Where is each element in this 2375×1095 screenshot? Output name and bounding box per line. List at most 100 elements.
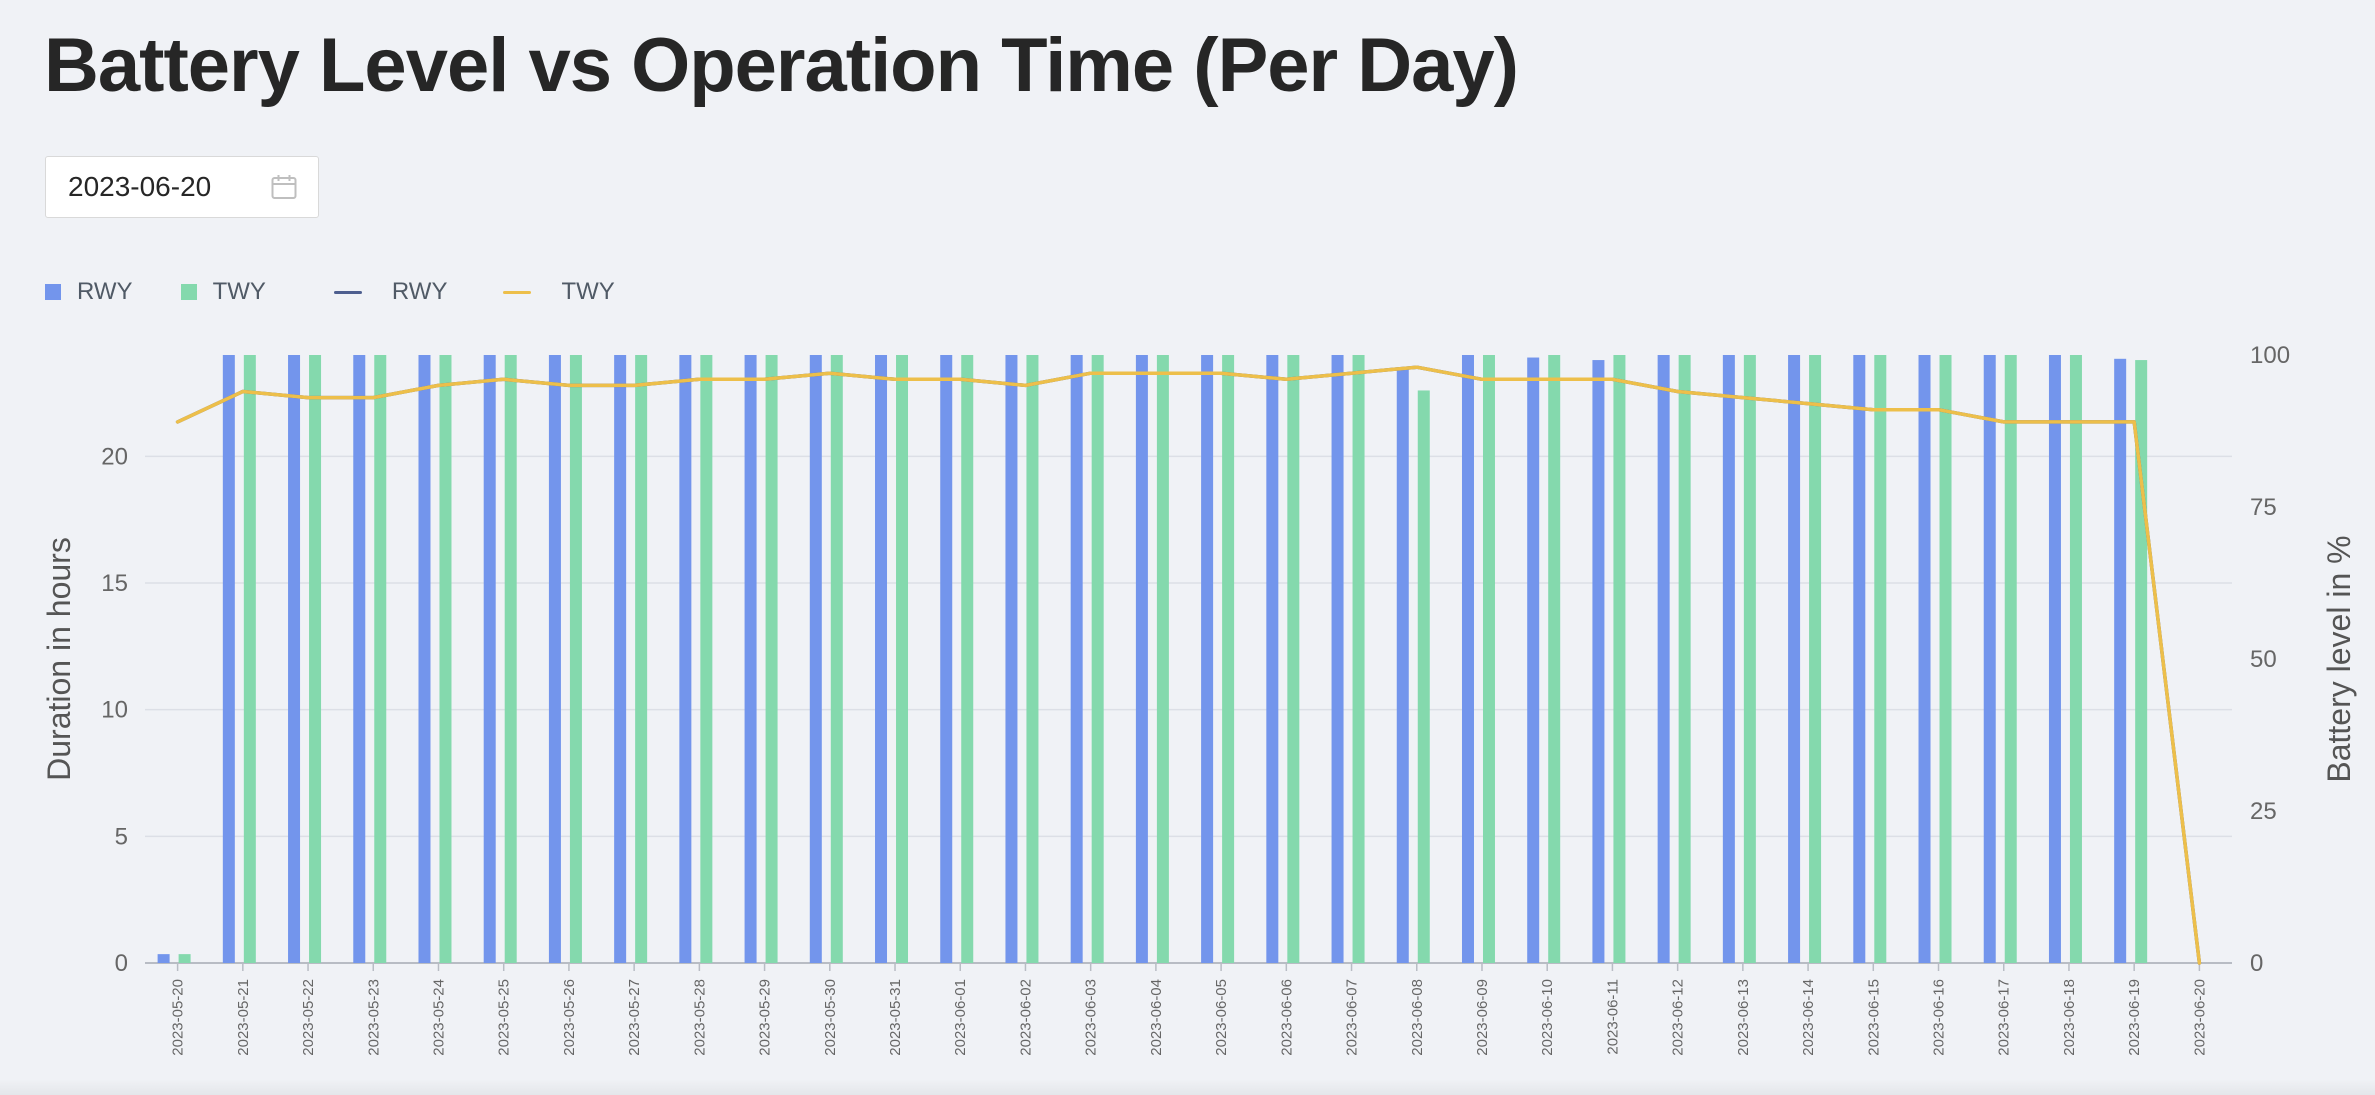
- bar-rwy: [1657, 355, 1670, 963]
- bar-twy: [2004, 355, 2017, 963]
- bar-twy: [243, 355, 256, 963]
- x-tick-label: 2023-05-25: [496, 979, 513, 1056]
- y-tick-label: 10: [101, 697, 128, 724]
- bar-twy: [1287, 355, 1300, 963]
- x-tick-label: 2023-06-05: [1213, 979, 1230, 1056]
- x-tick-label: 2023-06-18: [2061, 979, 2078, 1056]
- x-tick-label: 2023-06-15: [1865, 979, 1882, 1056]
- bar-twy: [569, 355, 582, 963]
- bar-twy: [439, 355, 452, 963]
- y-tick-label: 5: [115, 823, 128, 850]
- x-tick-label: 2023-06-04: [1148, 979, 1165, 1056]
- legend-swatch-twy-bar: [180, 284, 197, 300]
- date-picker-value: 2023-06-20: [68, 171, 212, 202]
- bar-twy: [1613, 355, 1626, 963]
- bar-rwy: [1527, 357, 1540, 963]
- bar-rwy: [614, 355, 627, 963]
- line-twy-battery: [175, 365, 2202, 965]
- bar-rwy: [548, 355, 561, 963]
- date-picker[interactable]: 2023-06-20: [45, 156, 319, 218]
- bar-twy: [1352, 355, 1365, 963]
- x-tick-label: 2023-06-08: [1409, 979, 1426, 1056]
- bar-rwy: [2114, 358, 2127, 963]
- x-tick-label: 2023-06-16: [1931, 979, 1948, 1056]
- bar-twy: [896, 355, 909, 963]
- bar-twy: [1678, 355, 1691, 963]
- bar-rwy: [1918, 355, 1931, 963]
- chart-legend: RWY TWY RWY TWY: [45, 272, 663, 312]
- calendar-icon: [271, 175, 297, 199]
- legend-swatch-rwy-bar: [45, 284, 61, 300]
- bar-rwy: [1722, 355, 1735, 963]
- bar-rwy: [157, 954, 170, 963]
- bar-twy: [1809, 355, 1822, 963]
- x-tick-label: 2023-05-31: [887, 979, 904, 1056]
- x-tick-label: 2023-05-24: [430, 979, 447, 1056]
- x-tick-label: 2023-06-20: [2191, 979, 2208, 1056]
- x-tick-label: 2023-06-13: [1735, 979, 1752, 1056]
- bar-twy: [178, 954, 191, 963]
- x-tick-label: 2023-06-11: [1604, 979, 1621, 1055]
- y2-tick-label: 75: [2250, 494, 2277, 521]
- x-tick-label: 2023-06-09: [1474, 979, 1491, 1056]
- x-tick-label: 2023-06-07: [1344, 979, 1361, 1056]
- legend-item-rwy-line[interactable]: RWY: [333, 278, 448, 306]
- bar-twy: [830, 355, 843, 963]
- bar-rwy: [940, 355, 953, 963]
- x-tick-label: 2023-06-17: [1996, 979, 2013, 1056]
- bar-twy: [1091, 355, 1104, 963]
- bar-twy: [1874, 355, 1887, 963]
- y2-tick-label: 100: [2250, 342, 2290, 369]
- bar-rwy: [1788, 355, 1801, 963]
- legend-label-rwy-bar: RWY: [77, 278, 133, 305]
- bar-twy: [1743, 355, 1756, 963]
- x-tick-label: 2023-05-29: [757, 979, 774, 1056]
- x-tick-label: 2023-06-03: [1083, 979, 1100, 1056]
- bar-rwy: [1983, 355, 1996, 963]
- bar-twy: [504, 355, 517, 963]
- bar-rwy: [288, 355, 301, 963]
- bar-twy: [374, 355, 387, 963]
- bar-rwy: [418, 355, 431, 963]
- bar-rwy: [875, 355, 888, 963]
- bar-rwy: [809, 355, 822, 963]
- x-tick-label: 2023-05-27: [626, 979, 643, 1056]
- x-tick-label: 2023-06-02: [1017, 979, 1034, 1056]
- bar-rwy: [222, 355, 235, 963]
- bar-rwy: [1070, 355, 1083, 963]
- legend-item-twy-bar[interactable]: TWY: [180, 278, 266, 306]
- bar-twy: [309, 355, 322, 963]
- bar-rwy: [679, 355, 692, 963]
- x-tick-label: 2023-05-28: [691, 979, 708, 1056]
- y2-tick-label: 25: [2250, 798, 2277, 825]
- bar-rwy: [1266, 355, 1279, 963]
- bar-twy: [2069, 355, 2082, 963]
- x-tick-label: 2023-05-23: [365, 979, 382, 1056]
- bar-twy: [1222, 355, 1235, 963]
- bar-rwy: [353, 355, 366, 963]
- y2-tick-label: 50: [2250, 646, 2277, 673]
- bar-rwy: [1135, 355, 1148, 963]
- bar-twy: [1156, 355, 1169, 963]
- bar-twy: [1939, 355, 1952, 963]
- bar-twy: [635, 355, 648, 963]
- page-title: Battery Level vs Operation Time (Per Day…: [44, 23, 1519, 108]
- bar-rwy: [1853, 355, 1866, 963]
- x-tick-label: 2023-05-30: [822, 979, 839, 1056]
- legend-swatch-twy-line: [503, 290, 532, 294]
- legend-item-rwy-bar[interactable]: RWY: [45, 278, 133, 306]
- x-tick-label: 2023-05-26: [561, 979, 578, 1056]
- legend-item-twy-line[interactable]: TWY: [503, 278, 615, 306]
- bar-rwy: [1396, 367, 1409, 964]
- bar-twy: [1026, 355, 1039, 963]
- x-tick-label: 2023-05-21: [235, 979, 252, 1056]
- bar-twy: [700, 355, 713, 963]
- legend-label-rwy-line: RWY: [391, 278, 448, 305]
- bar-twy: [765, 355, 778, 963]
- legend-label-twy-bar: TWY: [212, 278, 266, 305]
- y-tick-label: 20: [101, 443, 128, 470]
- y-tick-label: 15: [101, 570, 128, 597]
- y-tick-label: 0: [115, 950, 128, 977]
- bar-rwy: [483, 355, 496, 963]
